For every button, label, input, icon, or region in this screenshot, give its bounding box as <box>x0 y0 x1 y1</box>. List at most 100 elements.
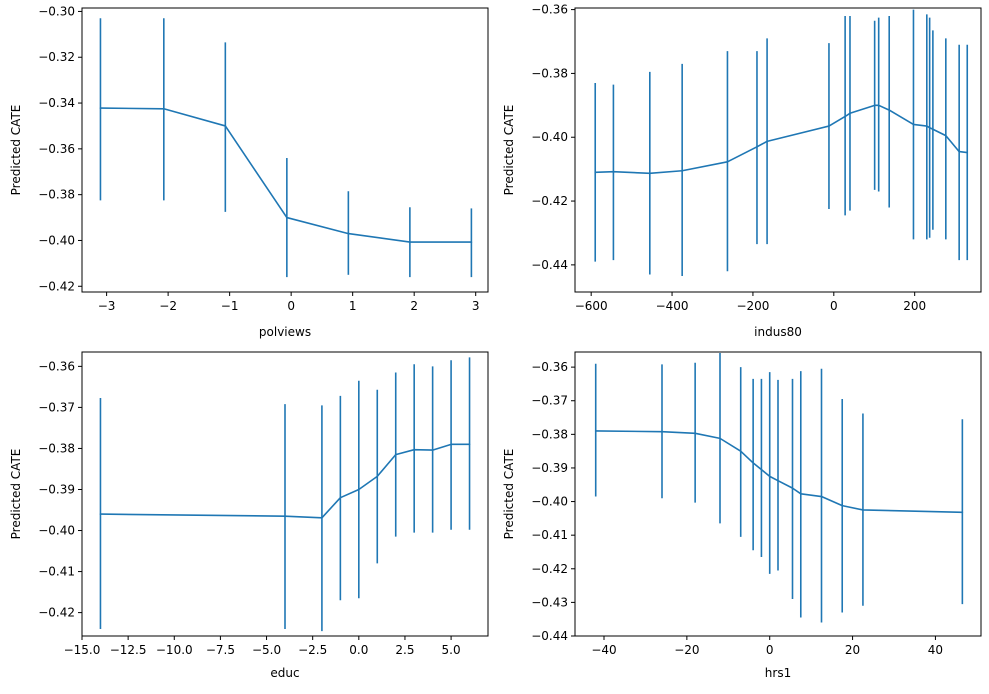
data-point <box>966 151 969 154</box>
y-tick-label: −0.42 <box>38 279 75 293</box>
data-point <box>661 430 663 433</box>
data-point <box>286 216 288 219</box>
data-point <box>376 475 379 478</box>
x-tick-label: 3 <box>472 299 480 313</box>
y-tick-label: −0.38 <box>38 441 75 455</box>
x-tick-label: −20 <box>674 643 699 657</box>
data-point <box>347 232 350 235</box>
data-point <box>752 462 754 464</box>
y-tick-label: −0.39 <box>38 482 75 496</box>
y-tick-label: −0.32 <box>38 50 75 64</box>
data-point <box>99 107 102 109</box>
x-tick-label: −40 <box>591 643 616 657</box>
x-tick-label: −5.0 <box>252 643 281 657</box>
x-tick-label: −400 <box>656 299 689 313</box>
y-tick-label: −0.42 <box>531 194 568 208</box>
data-point <box>828 125 830 127</box>
data-point <box>413 448 415 451</box>
x-tick-label: −600 <box>575 299 608 313</box>
x-tick-label: −12.5 <box>110 643 147 657</box>
x-tick-label: 1 <box>349 299 357 313</box>
data-point <box>470 241 473 243</box>
subplot-hrs1-ylabel: Predicted CATE <box>502 449 516 540</box>
y-tick-label: −0.30 <box>38 4 75 18</box>
data-point <box>681 169 683 172</box>
y-tick-label: −0.38 <box>531 66 568 80</box>
subplot-polviews-marks: −3 −2 −1 0 1 2 3 −0.42 −0.40 −0.38 −0.36 −0.34 −0.32… <box>38 4 479 313</box>
x-tick-label: 0 <box>830 299 838 313</box>
subplot-educ-xlabel: educ <box>270 666 299 680</box>
subplot-hrs1-xlabel: hrs1 <box>765 666 791 680</box>
x-tick-label: −10.0 <box>156 643 193 657</box>
data-point <box>394 453 397 456</box>
y-tick-label: −0.38 <box>38 188 75 202</box>
x-tick-label: −1 <box>221 299 239 313</box>
subplot-polviews-ylabel: Predicted CATE <box>9 105 23 196</box>
x-tick-label: 20 <box>845 643 860 657</box>
data-point <box>739 450 742 452</box>
x-tick-label: −7.5 <box>206 643 235 657</box>
x-tick-label: 5.0 <box>442 643 461 657</box>
x-tick-label: −2.5 <box>298 643 327 657</box>
y-tick-label: −0.36 <box>531 3 568 17</box>
data-point <box>321 517 323 519</box>
subplot-hrs1: −40 −20 0 20 40 −0.44 −0.43 −0.42 −0.41 −0.40 −0.3… <box>502 351 982 680</box>
data-point <box>431 449 434 451</box>
data-point <box>694 432 696 435</box>
x-tick-label: 0 <box>766 643 774 657</box>
y-tick-label: −0.36 <box>38 142 75 156</box>
data-point <box>468 443 471 446</box>
y-tick-label: −0.40 <box>38 524 75 538</box>
x-tick-label: 0 <box>287 299 295 313</box>
data-point <box>820 495 823 498</box>
data-point <box>912 123 915 126</box>
data-point <box>844 115 846 118</box>
data-point <box>961 511 964 514</box>
data-point <box>726 161 729 163</box>
y-tick-label: −0.40 <box>531 495 568 509</box>
y-tick-label: −0.37 <box>531 394 568 408</box>
subplot-polviews-xlabel: polviews <box>259 325 311 339</box>
data-point <box>719 437 721 440</box>
data-point <box>450 443 452 446</box>
subplot-indus80-frame <box>574 7 982 293</box>
y-tick-label: −0.43 <box>531 595 568 609</box>
data-point <box>888 109 891 111</box>
subplot-educ: −15.0 −12.5 −10.0 −7.5 −5.0 −2.5 0.0 2.5 5.0 −0.4… <box>9 351 489 680</box>
y-tick-label: −0.42 <box>531 562 568 576</box>
data-point <box>649 172 651 175</box>
data-point <box>163 107 165 110</box>
data-point <box>760 468 763 471</box>
x-tick-label: 2 <box>410 299 418 313</box>
subplot-indus80: −600 −400 −200 0 200 −0.44 −0.42 −0.40 −0.38 −0.3… <box>502 3 982 339</box>
data-point <box>284 515 286 517</box>
y-tick-label: −0.34 <box>38 96 75 110</box>
x-tick-label: −15.0 <box>64 643 101 657</box>
data-point <box>849 112 851 115</box>
data-point <box>777 479 779 482</box>
data-point <box>841 504 844 507</box>
y-tick-label: −0.36 <box>38 359 75 373</box>
y-tick-label: −0.40 <box>531 130 568 144</box>
subplot-hrs1-frame <box>574 351 982 637</box>
data-point <box>932 128 934 131</box>
y-tick-label: −0.39 <box>531 461 568 475</box>
data-point <box>358 488 360 491</box>
data-point <box>612 170 615 173</box>
x-tick-label: −2 <box>159 299 177 313</box>
y-tick-label: −0.41 <box>38 565 75 579</box>
data-point <box>873 104 876 107</box>
x-tick-label: −200 <box>736 299 769 313</box>
x-tick-label: 40 <box>928 643 943 657</box>
y-tick-label: −0.40 <box>38 233 75 247</box>
x-tick-label: 2.5 <box>395 643 414 657</box>
data-point <box>766 140 768 143</box>
data-point <box>594 430 597 432</box>
subplot-indus80-ylabel: Predicted CATE <box>502 105 516 196</box>
y-tick-label: −0.41 <box>531 528 568 542</box>
data-point <box>799 493 802 495</box>
data-point <box>339 496 342 499</box>
data-point <box>926 125 928 127</box>
